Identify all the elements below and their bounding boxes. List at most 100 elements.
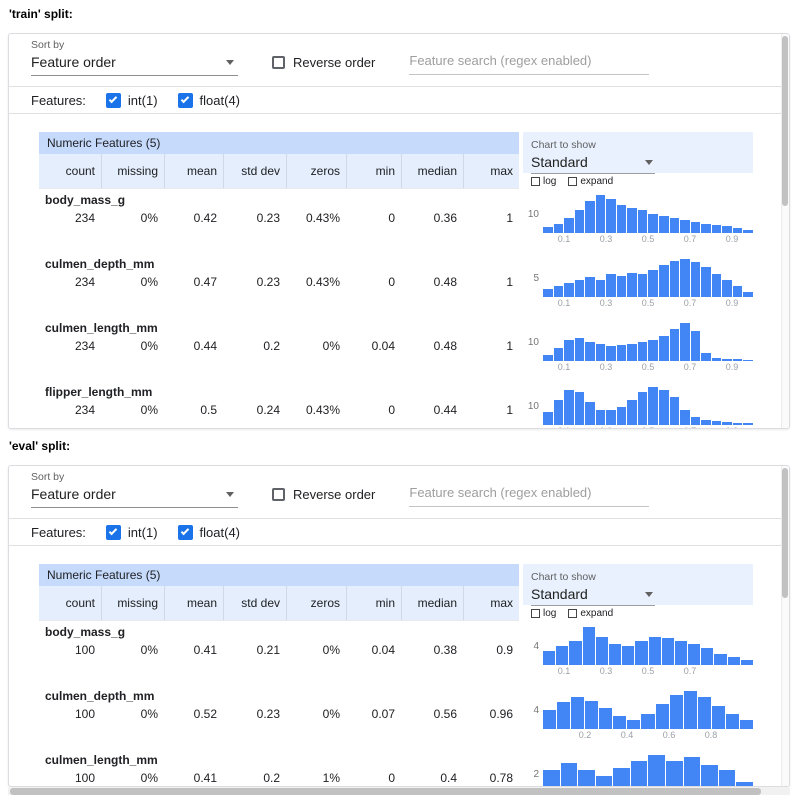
scrollbar-thumb[interactable] [782, 36, 788, 206]
horizontal-scrollbar[interactable] [8, 788, 790, 795]
histogram-bar [701, 223, 711, 233]
histogram-bar [648, 340, 659, 361]
histogram-x-tick-label: 0.5 [641, 362, 655, 372]
histogram-bar [711, 357, 722, 361]
sort-by-label: Sort by [31, 39, 65, 51]
histogram-bar [595, 195, 606, 233]
histogram-bar [637, 392, 648, 425]
histogram-bar [637, 210, 648, 233]
vertical-scrollbar[interactable] [781, 466, 789, 786]
histogram-bar [711, 706, 725, 729]
stat-median: 0.56 [433, 707, 457, 721]
reverse-order-checkbox[interactable] [272, 488, 285, 501]
log-checkbox[interactable] [531, 609, 540, 618]
stat-zeros: 0% [322, 643, 340, 657]
feature-type-filter-row: Features: int(1) float(4) [9, 87, 789, 114]
sort-by-dropdown[interactable]: Feature order [31, 483, 238, 508]
histogram-x-tick-label: 0.7 [683, 362, 697, 372]
feature-row: body_mass_g 234 0% 0.42 0.23 0.43% 0 0.3… [39, 189, 789, 253]
stat-zeros: 0% [322, 339, 340, 353]
vertical-scrollbar[interactable] [781, 34, 789, 428]
histogram-bar [711, 274, 722, 297]
checkmark-icon [180, 94, 189, 103]
histogram-bar [613, 768, 630, 786]
histogram-bar [648, 636, 661, 665]
scrollbar-thumb[interactable] [782, 468, 788, 598]
histogram-bar [585, 700, 599, 729]
expand-checkbox[interactable] [568, 609, 578, 618]
histogram-bars [543, 691, 753, 729]
histogram-bar [574, 280, 585, 297]
dropdown-arrow-icon [226, 59, 234, 65]
chart-type-value: Standard [531, 154, 588, 170]
sort-by-dropdown[interactable]: Feature order [31, 51, 238, 76]
feature-histogram: 4 0.1 0.3 0.5 0.7 [523, 627, 753, 677]
histogram-x-tick-label: 0.9 [726, 426, 739, 428]
feature-name: culmen_depth_mm [45, 689, 155, 703]
histogram-bar [585, 342, 595, 361]
stat-max: 0.78 [489, 771, 513, 785]
histogram-bar [595, 775, 613, 786]
histogram-bar [556, 646, 569, 665]
histogram-bar [674, 641, 688, 665]
histogram-bar [701, 647, 714, 665]
feature-type-int-checkbox[interactable] [105, 92, 121, 108]
stat-mean: 0.41 [193, 643, 217, 657]
column-headers: count missing mean std dev zeros min med… [39, 154, 519, 189]
histogram-bar [637, 274, 648, 297]
feature-search-input[interactable] [409, 51, 650, 75]
histogram-bar [616, 204, 627, 233]
histogram-bar [574, 338, 585, 361]
expand-checkbox[interactable] [568, 177, 578, 186]
histogram-x-tick-label: 0.1 [557, 234, 571, 244]
stat-mean: 0.47 [193, 275, 217, 289]
feature-type-filter-row: Features: int(1) float(4) [9, 519, 789, 546]
stat-mean: 0.5 [200, 403, 217, 417]
reverse-order-checkbox[interactable] [272, 56, 285, 69]
histogram-bar [727, 657, 740, 665]
histogram-bars [543, 627, 753, 665]
feature-histogram: 10 0.1 0.3 0.5 0.7 0.9 [523, 195, 753, 245]
histogram-x-tick-label: 0.8 [704, 730, 718, 740]
histogram-bar [622, 646, 635, 665]
feature-rows: body_mass_g 100 0% 0.41 0.21 0% 0.04 0.3… [39, 621, 789, 786]
stat-missing: 0% [140, 771, 158, 785]
stat-max: 1 [506, 275, 513, 289]
scrollbar-thumb[interactable] [10, 788, 761, 795]
feature-type-int-checkbox[interactable] [105, 524, 121, 540]
histogram-bar [701, 764, 718, 786]
feature-name: culmen_length_mm [45, 321, 158, 335]
histogram-bar [659, 215, 669, 233]
histogram-bar [595, 636, 608, 665]
stat-max: 1 [506, 211, 513, 225]
stat-mean: 0.52 [193, 707, 217, 721]
stat-min: 0 [388, 275, 395, 289]
column-header-max: max [463, 154, 519, 188]
feature-rows: body_mass_g 234 0% 0.42 0.23 0.43% 0 0.3… [39, 189, 789, 428]
feature-type-float-checkbox[interactable] [177, 92, 193, 108]
feature-search-input[interactable] [409, 483, 650, 507]
histogram-bar [722, 226, 732, 233]
stat-stddev: 0.23 [256, 211, 280, 225]
histogram-bar [655, 704, 669, 729]
numeric-features-table: Numeric Features (5) count missing mean … [39, 132, 789, 428]
histogram-bar [553, 223, 564, 233]
stat-missing: 0% [140, 707, 158, 721]
histogram-bar [564, 217, 574, 233]
sort-by-value: Feature order [31, 486, 116, 502]
feature-type-float-label: float(4) [199, 92, 241, 108]
histogram-bar [669, 694, 683, 729]
stat-mean: 0.44 [193, 339, 217, 353]
histogram-bar [599, 708, 613, 729]
histogram-bar [613, 715, 627, 729]
chart-type-dropdown[interactable]: Standard [531, 154, 655, 174]
log-label: log [543, 176, 557, 187]
log-checkbox[interactable] [531, 177, 540, 186]
stat-missing: 0% [140, 339, 158, 353]
train-statistics-card: Sort by Feature order Reverse order Feat… [8, 33, 790, 429]
histogram-x-tick-label: 0.1 [557, 362, 571, 372]
numeric-features-header: Numeric Features (5) [39, 132, 519, 154]
stat-count: 234 [74, 275, 95, 289]
chart-type-dropdown[interactable]: Standard [531, 586, 655, 606]
feature-type-float-checkbox[interactable] [177, 524, 193, 540]
